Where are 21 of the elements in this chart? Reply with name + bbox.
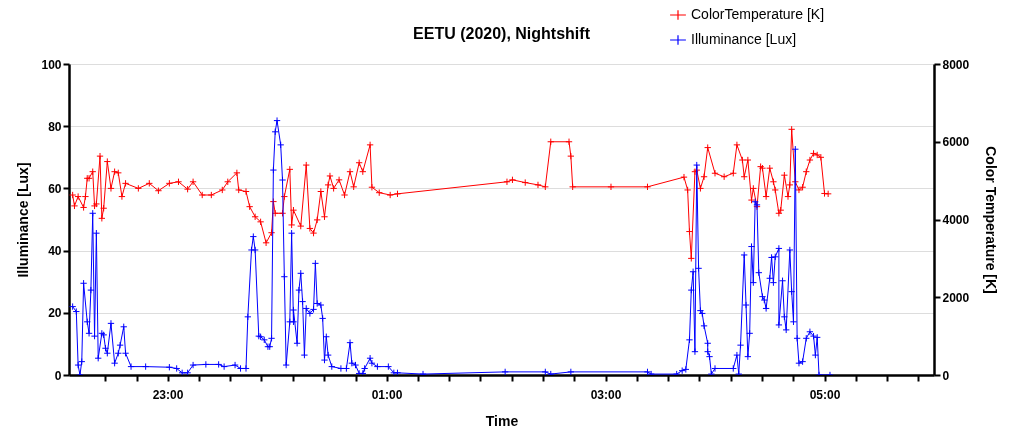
y-tick-label: 20 <box>48 306 62 321</box>
x-axis-title: Time <box>485 412 519 429</box>
y-axis-title: Illuminance [Lux] <box>15 162 32 278</box>
y-tick-label: 100 <box>41 57 62 72</box>
y2-tick-label: 0 <box>942 368 950 383</box>
y-tick-label: 60 <box>48 181 62 196</box>
y2-tick-label: 6000 <box>942 135 970 150</box>
y2-axis-title: Color Temperature [K] <box>983 146 1000 294</box>
x-tick-label: 05:00 <box>809 387 841 402</box>
y-tick-label: 0 <box>54 368 62 383</box>
y-tick-label: 80 <box>48 119 62 134</box>
y2-tick-label: 4000 <box>942 213 970 227</box>
x-tick-label: 03:00 <box>590 387 622 402</box>
y-tick-label: 40 <box>48 244 62 259</box>
y2-tick-label: 2000 <box>942 290 970 305</box>
x-tick-label: 23:00 <box>152 387 184 402</box>
x-tick-label: 01:00 <box>371 387 403 402</box>
y2-tick-label: 8000 <box>942 57 970 72</box>
legend-label: ColorTemperature [K] <box>691 6 825 22</box>
legend-label: Illuminance [Lux] <box>691 31 797 47</box>
chart-title: EETU (2020), Nightshift <box>413 25 591 42</box>
